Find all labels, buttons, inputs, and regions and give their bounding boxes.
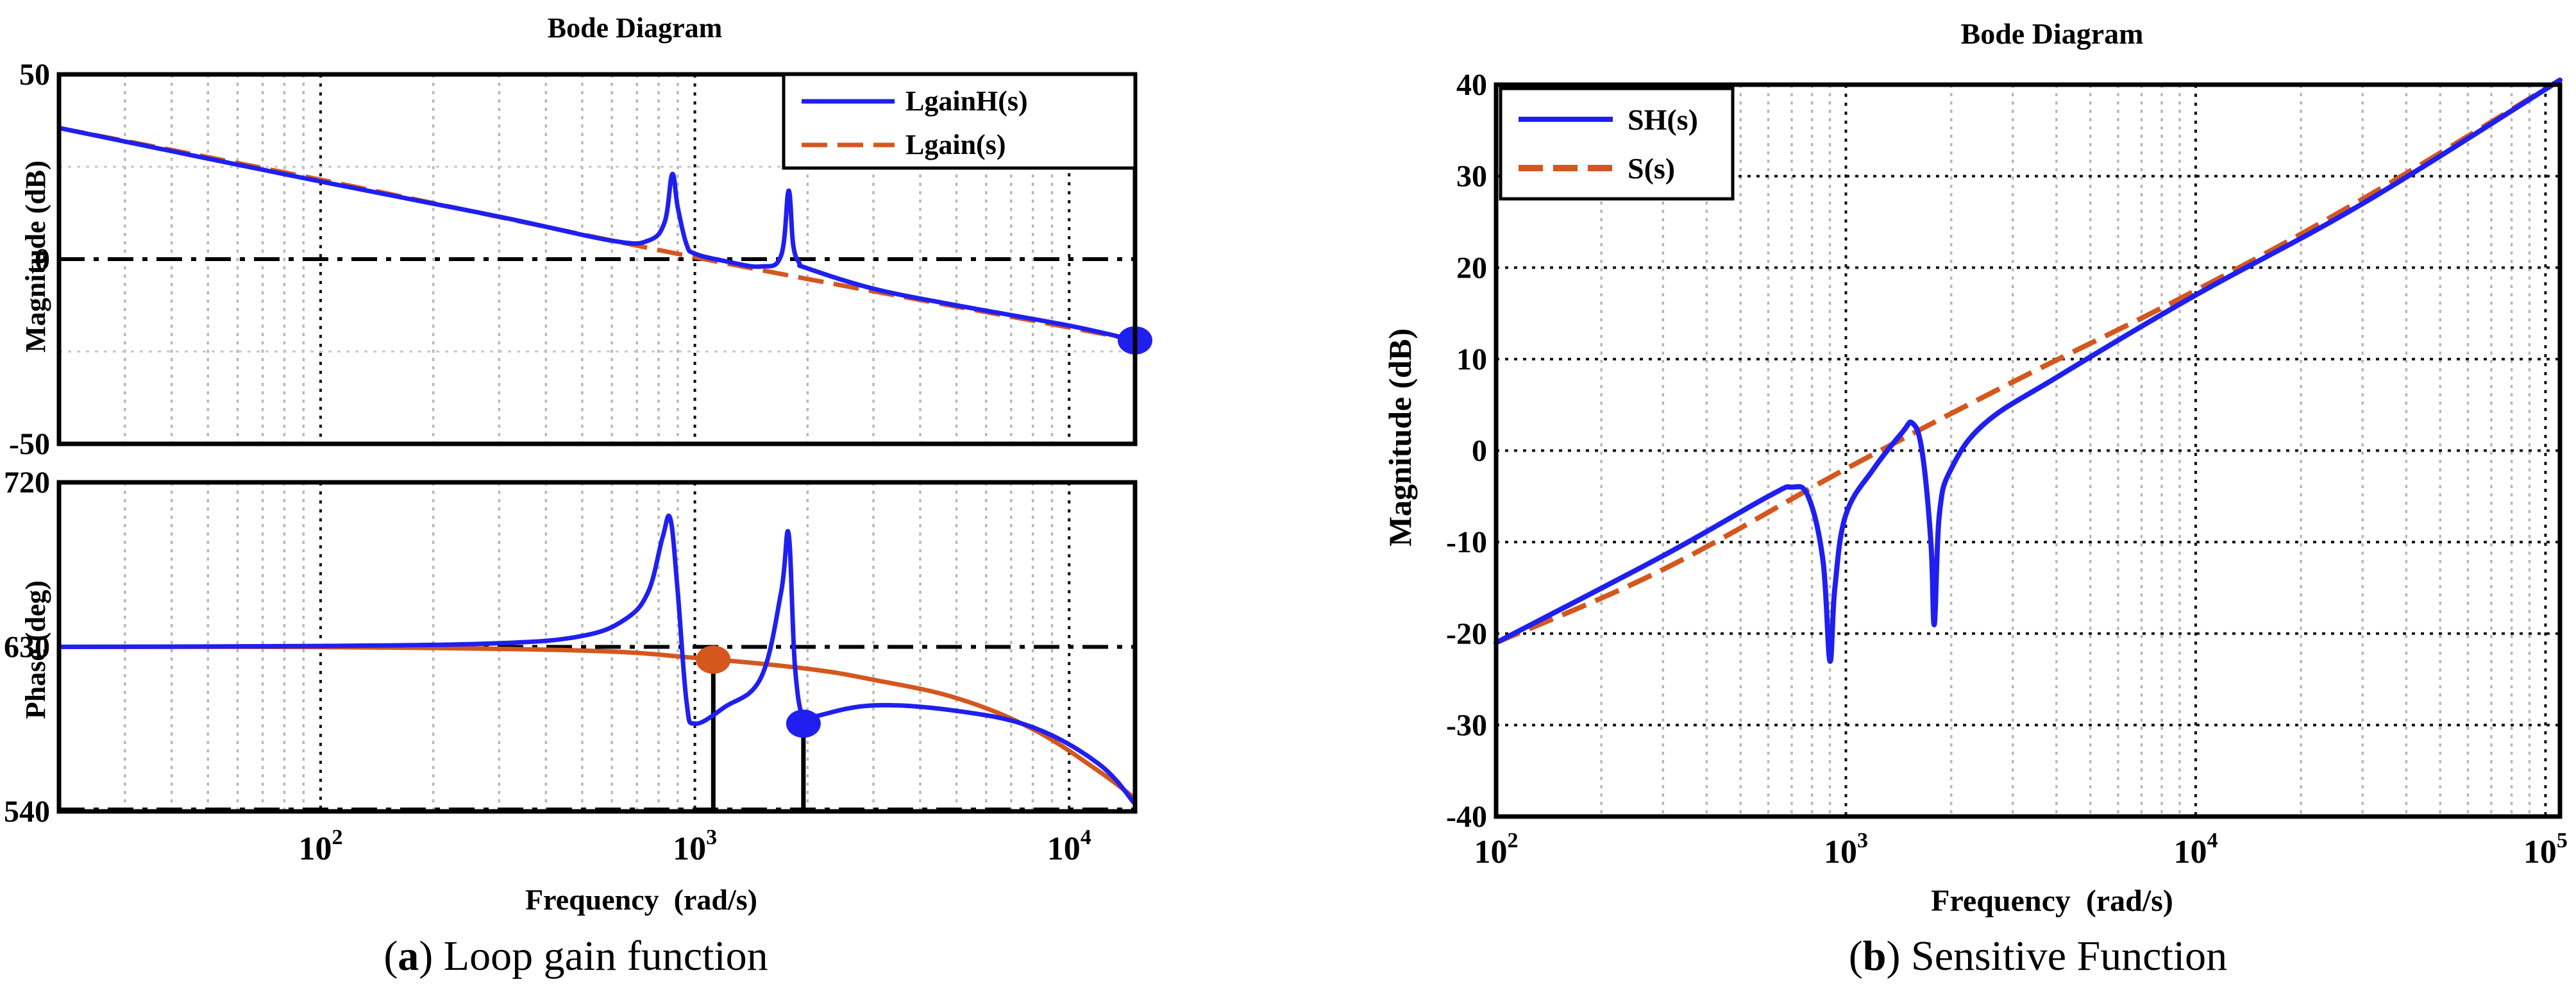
- loop-gain-phase-plot: 540 630 720 102 103 104 Phase (deg) Frequenc…: [4, 466, 1138, 916]
- caption-a-letter: a: [398, 933, 419, 979]
- series-lines: [56, 513, 1138, 807]
- y-tick-label: 10: [1456, 343, 1487, 377]
- plot-frame: [56, 480, 1138, 814]
- legend-label-lgainh: LgainH(s): [905, 85, 1028, 117]
- markers: [696, 645, 821, 738]
- y-tick-label: 0: [35, 242, 50, 276]
- y-tick-label: -20: [1446, 617, 1487, 651]
- caption-b-text: Sensitive Function: [1901, 933, 2228, 979]
- y-tick-label: 40: [1456, 68, 1487, 102]
- x-axis-label: Frequency (rad/s): [525, 883, 757, 916]
- y-tick-label: 630: [4, 631, 50, 665]
- x-tick-labels: 102 103 104 105: [1474, 829, 2568, 870]
- y-tick-label: 540: [4, 795, 50, 829]
- data-marker: [786, 709, 821, 738]
- x-tick-label: 102: [298, 826, 342, 867]
- y-tick-label: 30: [1456, 160, 1487, 194]
- x-tick-label: 104: [1047, 826, 1091, 867]
- y-tick-label: -50: [9, 427, 50, 461]
- legend-label-sh: SH(s): [1628, 103, 1698, 136]
- y-tick-label: 50: [19, 58, 50, 92]
- data-marker: [696, 645, 731, 674]
- caption-b-letter: b: [1863, 933, 1887, 979]
- series-line-lgainh-s: [56, 513, 1138, 807]
- x-tick-label: 103: [1824, 829, 1868, 870]
- loop-gain-magnitude-plot: Bode Diagram -50 0 50 Magnitude (dB) Lgain…: [9, 12, 1152, 461]
- legend-box: [1499, 87, 1735, 201]
- caption-a-text: Loop gain function: [433, 933, 768, 979]
- series-lines: [1494, 77, 2563, 664]
- y-tick-labels: 540 630 720: [4, 466, 50, 829]
- y-tick-label: -30: [1446, 708, 1487, 742]
- grid: [1496, 85, 2560, 817]
- plot-frame: [56, 72, 1138, 446]
- series-line-sh-s: [1494, 77, 2563, 664]
- legend: SH(s) S(s): [1499, 87, 1735, 201]
- x-tick-label: 104: [2173, 829, 2218, 870]
- y-tick-label: 720: [4, 466, 50, 500]
- plot-frame: [1494, 82, 2563, 819]
- y-tick-label: -40: [1446, 800, 1487, 834]
- legend: LgainH(s) Lgain(s): [782, 72, 1137, 170]
- x-axis-label: Frequency (rad/s): [1931, 884, 2173, 918]
- x-tick-label: 105: [2523, 829, 2568, 870]
- chart-title: Bode Diagram: [1961, 17, 2144, 50]
- y-axis-label: Magnitude (dB): [1382, 328, 1418, 546]
- y-axis-label: Phase (deg): [20, 580, 51, 719]
- caption-b: (b) Sensitive Function: [1849, 933, 2227, 979]
- chart-title: Bode Diagram: [548, 12, 723, 44]
- legend-label-lgain: Lgain(s): [905, 129, 1006, 160]
- y-axis-label: Magnitude (dB): [20, 160, 51, 352]
- series-line-lgainh-s: [56, 126, 1138, 343]
- y-tick-labels: -50 0 50: [9, 58, 50, 461]
- marker-drop-lines: [711, 659, 806, 811]
- x-tick-label: 102: [1474, 829, 1519, 870]
- legend-label-s: S(s): [1628, 152, 1675, 185]
- y-tick-label: -10: [1446, 525, 1487, 559]
- caption-a: (a) Loop gain function: [383, 933, 768, 979]
- series-lines: [56, 126, 1138, 343]
- x-tick-labels: 102 103 104: [298, 826, 1091, 867]
- legend-box: [782, 72, 1137, 170]
- x-tick-label: 103: [673, 826, 717, 867]
- y-tick-label: 0: [1472, 434, 1487, 468]
- y-tick-label: 20: [1456, 251, 1487, 285]
- y-tick-labels: -40 -30 -20 -10 0 10 20 30 40: [1446, 68, 1487, 834]
- series-line-s-s: [1495, 78, 2562, 645]
